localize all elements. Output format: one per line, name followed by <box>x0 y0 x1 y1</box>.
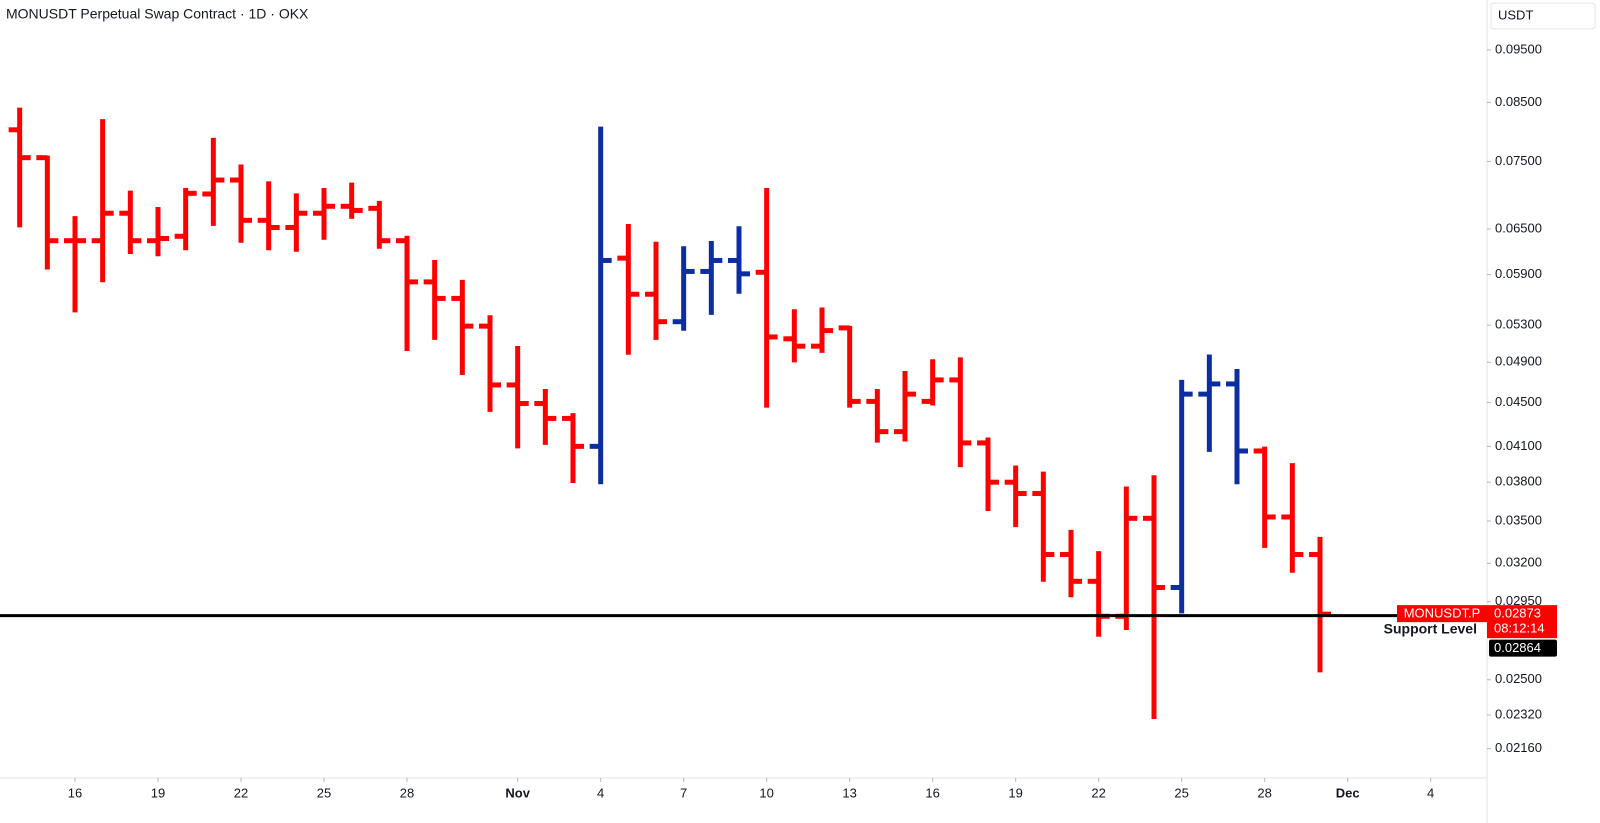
ohlc-bar <box>1281 463 1304 573</box>
ohlc-bar <box>1198 354 1221 452</box>
y-tick-label: 0.03500 <box>1495 512 1542 527</box>
x-tick-label: 16 <box>925 785 939 800</box>
ohlc-bar <box>783 309 806 363</box>
x-tick-label: 28 <box>400 785 414 800</box>
y-tick-label: 0.05900 <box>1495 266 1542 281</box>
ohlc-bar <box>451 279 474 375</box>
y-tick-label: 0.03800 <box>1495 474 1542 489</box>
support-price: 0.02864 <box>1494 640 1541 655</box>
y-tick-label: 0.02500 <box>1495 671 1542 686</box>
y-tick-label: 0.02320 <box>1495 706 1542 721</box>
ohlc-bar <box>755 187 778 408</box>
ohlc-bar <box>285 193 308 252</box>
ohlc-bar <box>1226 369 1248 485</box>
support-label: Support Level <box>1384 620 1477 636</box>
x-tick-label: 22 <box>1091 785 1105 800</box>
ohlc-bar <box>174 187 197 251</box>
ohlc-bar <box>423 260 446 340</box>
ohlc-bar <box>396 235 418 351</box>
y-tick-label: 0.06500 <box>1495 220 1542 235</box>
ohlc-bar <box>119 190 142 255</box>
y-tick-label: 0.04100 <box>1495 438 1542 453</box>
ohlc-bar <box>202 137 225 226</box>
y-tick-label: 0.07500 <box>1495 153 1542 168</box>
ohlc-bar <box>838 325 861 408</box>
ohlc-bar <box>91 119 114 283</box>
ohlc-bar <box>645 241 667 340</box>
x-tick-label: 25 <box>1174 785 1188 800</box>
ohlc-bar <box>894 370 916 442</box>
ohlc-bar <box>1253 446 1276 548</box>
ohlc-bar <box>1170 379 1193 614</box>
ohlc-bar <box>1143 475 1165 720</box>
y-tick-label: 0.03200 <box>1495 555 1542 570</box>
x-tick-label: 28 <box>1257 785 1271 800</box>
ohlc-bar <box>562 413 584 483</box>
ohlc-bar <box>1004 465 1027 528</box>
ohlc-bar <box>64 216 86 313</box>
x-tick-label: 7 <box>680 785 687 800</box>
ohlc-bar <box>589 126 612 485</box>
ohlc-bar <box>534 389 557 445</box>
last-price-name: MONUSDT.P <box>1404 606 1481 621</box>
y-tick-label: 0.02160 <box>1495 740 1542 755</box>
ohlc-bar <box>672 246 695 331</box>
currency-box[interactable] <box>1490 2 1596 30</box>
chart-title: MONUSDT Perpetual Swap Contract · 1D · O… <box>6 6 309 22</box>
ohlc-bar <box>866 389 889 443</box>
x-tick-label: 19 <box>1008 785 1022 800</box>
x-tick-label: 19 <box>151 785 165 800</box>
ohlc-bar <box>921 359 944 406</box>
x-tick-label: Nov <box>505 785 530 800</box>
ohlc-bar <box>147 207 169 257</box>
ohlc-bar <box>479 315 501 412</box>
ohlc-bar <box>313 187 335 240</box>
plot <box>8 107 1331 720</box>
currency-label[interactable]: USDT <box>1498 7 1533 22</box>
support-price-box <box>1489 639 1557 657</box>
ohlc-bar <box>617 224 640 355</box>
ohlc-bar <box>728 226 750 294</box>
x-tick-label: 22 <box>234 785 248 800</box>
x-tick-label: 25 <box>317 785 331 800</box>
x-tick-label: 4 <box>597 785 604 800</box>
ohlc-bar <box>36 155 59 270</box>
y-tick-label: 0.05300 <box>1495 317 1542 332</box>
ohlc-bar <box>8 107 31 228</box>
ohlc-bar <box>811 307 833 353</box>
y-tick-label: 0.09500 <box>1495 41 1542 56</box>
x-tick-label: 13 <box>842 785 856 800</box>
ohlc-bar <box>230 164 252 243</box>
y-tick-label: 0.08500 <box>1495 94 1542 109</box>
y-tick-label: 0.04500 <box>1495 394 1542 409</box>
ohlc-bar <box>949 357 972 468</box>
last-price-box <box>1487 605 1557 639</box>
ohlc-bar <box>257 181 280 251</box>
last-price-name-box <box>1397 605 1487 623</box>
x-tick-label: 4 <box>1427 785 1434 800</box>
ohlc-bar <box>1032 471 1055 582</box>
ohlc-bar <box>506 346 529 449</box>
y-tick-label: 0.04900 <box>1495 354 1542 369</box>
countdown: 08:12:14 <box>1494 621 1545 636</box>
ohlc-bar <box>1060 529 1082 598</box>
ohlc-bar <box>368 200 391 249</box>
x-tick-label: Dec <box>1336 785 1360 800</box>
last-price-value: 0.02873 <box>1494 606 1541 621</box>
x-tick-label: 10 <box>759 785 773 800</box>
x-tick-label: 16 <box>68 785 82 800</box>
ohlc-bar <box>977 437 999 512</box>
ohlc-bar <box>340 182 363 219</box>
y-tick-label: 0.02950 <box>1495 593 1542 608</box>
ohlc-bar <box>700 240 723 315</box>
